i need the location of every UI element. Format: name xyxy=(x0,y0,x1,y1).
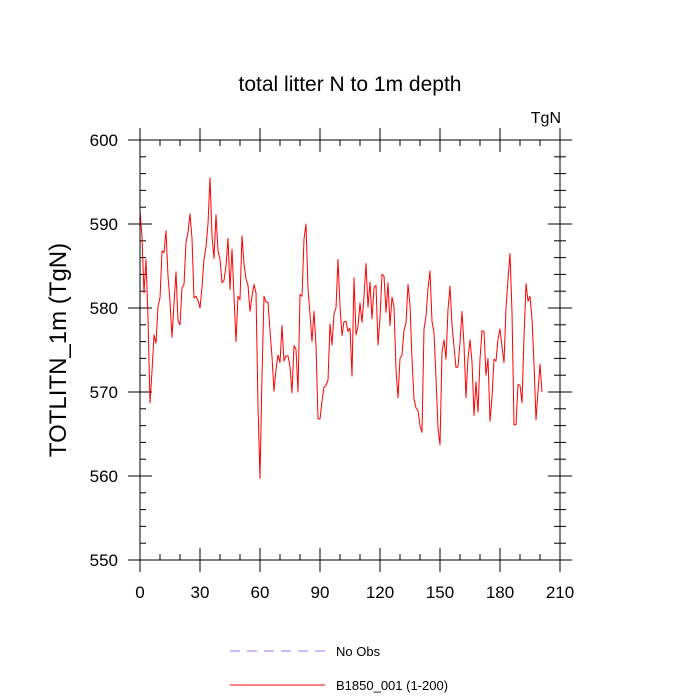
legend: No Obs B1850_001 (1-200) xyxy=(230,644,448,693)
series-layer xyxy=(139,177,543,480)
legend-label-b1850: B1850_001 (1-200) xyxy=(336,678,448,693)
axis-ticks xyxy=(128,128,572,572)
y-axis-label: TOTLITN_1m (TgN) xyxy=(45,243,72,457)
x-tick-label: 0 xyxy=(135,583,144,602)
x-tick-label: 60 xyxy=(251,583,270,602)
x-tick-label: 90 xyxy=(311,583,330,602)
x-tick-label: 30 xyxy=(191,583,210,602)
x-tick-label: 180 xyxy=(486,583,514,602)
y-tick-label: 600 xyxy=(90,131,118,150)
y-tick-label: 560 xyxy=(90,467,118,486)
x-tick-label: 210 xyxy=(546,583,574,602)
y-tick-label: 580 xyxy=(90,299,118,318)
y-tick-label: 550 xyxy=(90,551,118,570)
legend-label-no-obs: No Obs xyxy=(336,644,381,659)
y-tick-label: 590 xyxy=(90,215,118,234)
x-tick-label: 150 xyxy=(426,583,454,602)
units-label: TgN xyxy=(531,110,561,127)
series-line-0 xyxy=(139,177,543,480)
y-tick-label: 570 xyxy=(90,383,118,402)
chart-title: total litter N to 1m depth xyxy=(239,73,462,96)
x-tick-label: 120 xyxy=(366,583,394,602)
axis-tick-labels: 0 30 60 90 120 150 180 210 550 560 570 580 590 600 xyxy=(90,131,575,602)
plot-frame xyxy=(139,139,561,561)
